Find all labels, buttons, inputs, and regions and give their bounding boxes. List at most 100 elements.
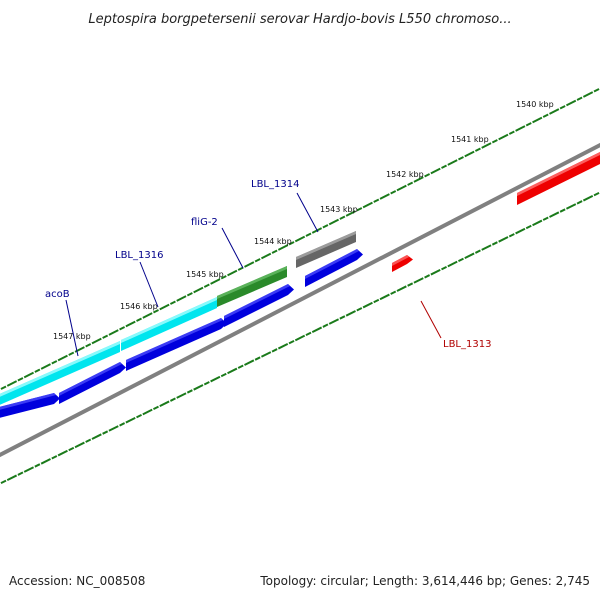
tick-mark-inner [254,356,261,361]
gene-leader-line [221,227,244,269]
tick-mark-inner [396,285,407,292]
tick-mark-outer [498,133,509,141]
feature-blue-arrow [224,284,294,327]
tick-mark-outer [481,142,492,149]
tick-mark-inner [362,301,373,309]
tick-mark-outer [203,283,210,288]
tick-mark-outer [441,164,447,169]
tick-mark-inner [220,372,227,378]
tick-mark-inner [91,433,102,440]
tick-mark-inner [0,479,7,485]
tick-mark-inner [593,191,600,197]
feature-blue-arrow-highlight [126,318,223,363]
tick-mark-outer [525,122,532,127]
tick-mark-inner [515,227,526,235]
tick-mark-inner [108,425,119,432]
tick-mark-outer [549,108,560,115]
accession-label: Accession: NC_008508 [9,574,146,588]
tick-mark-outer [136,317,142,322]
feature-LBL_1313 [392,255,413,272]
tick-mark-outer [210,278,221,285]
tick-mark-outer [40,363,51,370]
tick-mark-outer [305,232,312,237]
gene-label: LBL_1316 [115,250,163,261]
tick-mark-outer [159,303,170,311]
feature-LBL_1313-highlight [392,255,409,266]
gene-leader-line [296,192,319,233]
tick-label-kbp: 1540 kbp [516,100,554,109]
tick-mark-outer [447,159,458,166]
tick-mark-inner [525,224,532,230]
tick-mark-outer [186,292,193,297]
tick-mark-outer [559,105,566,110]
tick-mark-inner [23,466,35,473]
tick-mark-outer [51,360,58,365]
feature-acoB-highlight [0,341,120,397]
tick-mark-inner [277,342,289,350]
gene-label: LBL_1313 [443,339,491,350]
tick-mark-outer [108,329,119,336]
gene-label: fliG-2 [191,217,218,228]
gene-label: acoB [45,289,70,300]
tick-mark-outer [345,210,356,217]
tick-mark-inner [373,298,380,304]
tick-mark-inner [458,257,464,263]
tick-mark-inner [40,458,51,465]
tick-mark-outer [328,218,340,226]
tick-mark-inner [159,400,170,408]
tick-mark-inner [390,290,397,295]
tick-mark-inner [339,315,346,320]
tick-mark-outer [85,343,92,348]
tick-mark-outer [515,125,526,132]
tick-mark-outer [396,184,407,192]
tick-mark-inner [210,375,221,383]
tick-mark-inner [407,282,414,287]
tick-mark-inner [565,203,577,210]
feature-LBL_1316-highlight [121,297,217,343]
tick-mark-inner [119,422,126,427]
gene-leader-line [420,300,442,339]
tick-mark-inner [498,236,509,243]
tick-mark-inner [305,331,312,337]
tick-mark-inner [379,293,390,301]
tick-mark-inner [430,268,441,276]
tick-mark-inner [85,438,92,443]
tick-mark-outer [491,139,498,144]
tick-mark-outer [430,167,441,175]
gene-leader-line [65,299,79,357]
tick-mark-inner [542,216,549,221]
tick-mark-outer [288,241,295,246]
tick-mark-inner [288,339,295,345]
feature-blue-arrow [305,249,363,287]
tick-mark-outer [582,91,594,98]
tick-mark-outer [91,337,102,345]
tick-mark-inner [491,241,498,246]
tick-mark-inner [186,389,193,394]
tick-mark-inner [576,200,583,205]
feature-blue-arrow-highlight [59,362,122,396]
tick-mark-inner [260,351,272,358]
tick-mark-outer [390,190,397,195]
tick-mark-outer [57,354,68,362]
tick-label-kbp: 1544 kbp [254,237,292,246]
tick-mark-outer [220,275,227,280]
tick-mark-outer [271,249,278,254]
tick-mark-inner [227,367,238,375]
tick-mark-outer [0,385,7,390]
tick-mark-outer [464,150,475,158]
tick-label-kbp: 1541 kbp [451,135,489,144]
tick-mark-inner [413,277,424,284]
feature-blue-arrow [59,362,126,404]
tick-mark-outer [237,266,244,271]
tick-mark-inner [237,364,244,369]
tick-mark-outer [294,235,306,243]
tick-mark-outer [362,201,373,209]
tick-mark-inner [68,446,75,452]
tick-label-kbp: 1542 kbp [386,170,424,179]
tick-label-kbp: 1547 kbp [53,332,91,341]
tick-mark-inner [532,219,543,227]
tick-mark-outer [23,371,35,379]
feature-red-right-highlight [517,152,600,196]
tick-mark-inner [424,274,431,279]
